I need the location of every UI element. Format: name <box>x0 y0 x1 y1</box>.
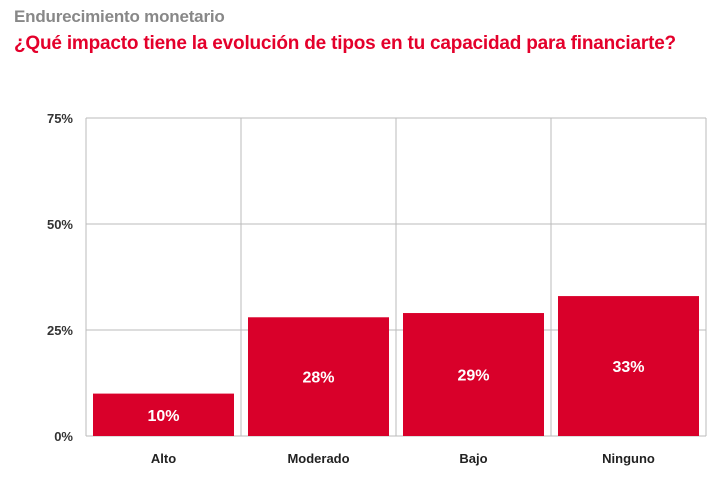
y-tick-label: 75% <box>47 111 73 126</box>
x-tick-label: Moderado <box>287 451 349 466</box>
chart-header: Endurecimiento monetario ¿Qué impacto ti… <box>14 6 676 57</box>
data-label: 28% <box>302 370 334 387</box>
chart-bars: 10% 28% 29% 33% <box>93 296 699 436</box>
data-label: 10% <box>147 408 179 425</box>
bar-ninguno <box>558 296 699 436</box>
data-label: 29% <box>457 368 489 385</box>
x-axis: Alto Moderado Bajo Ninguno <box>151 451 655 466</box>
y-tick-label: 0% <box>54 429 73 444</box>
x-tick-label: Alto <box>151 451 176 466</box>
x-tick-label: Bajo <box>459 451 487 466</box>
x-tick-label: Ninguno <box>602 451 655 466</box>
bar-bajo <box>403 313 544 436</box>
chart-title: ¿Qué impacto tiene la evolución de tipos… <box>14 33 676 54</box>
bar-moderado <box>248 317 389 436</box>
bar-alto <box>93 393 234 436</box>
chart-subtitle: Endurecimiento monetario <box>14 7 225 26</box>
data-label: 33% <box>612 359 644 376</box>
y-tick-label: 50% <box>47 217 73 232</box>
y-tick-label: 25% <box>47 323 73 338</box>
y-axis: 0% 25% 50% 75% <box>47 111 73 444</box>
